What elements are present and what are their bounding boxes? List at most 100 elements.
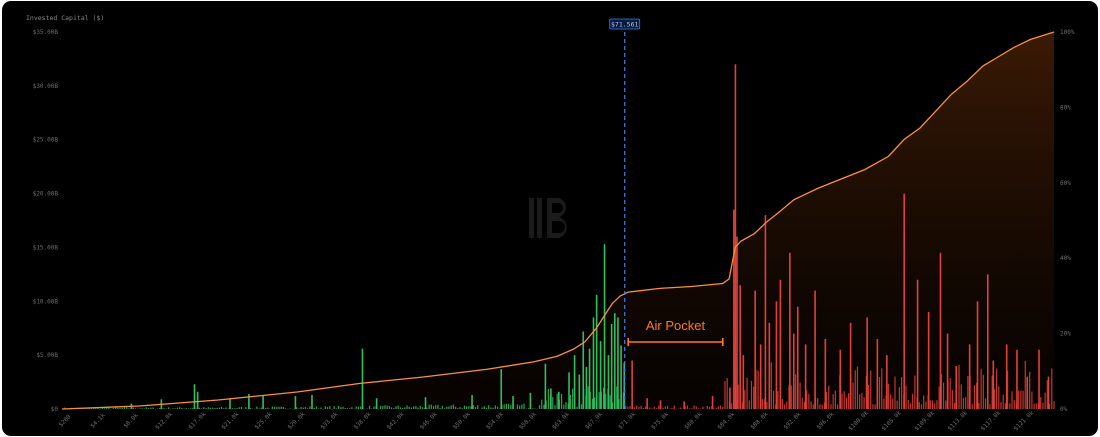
filler-bar	[644, 406, 647, 409]
filler-bar	[240, 407, 243, 409]
filler-bar	[1002, 394, 1004, 409]
filler-bar	[662, 407, 664, 409]
bar-above-price	[1005, 344, 1008, 409]
bar-above-price	[903, 193, 905, 409]
filler-bar	[761, 398, 764, 409]
bar-above-price	[733, 209, 735, 409]
filler-bar	[527, 408, 530, 409]
filler-bar	[132, 407, 134, 409]
filler-bar	[276, 406, 278, 409]
filler-bar	[689, 408, 691, 409]
filler-bar	[1031, 391, 1033, 409]
filler-bar	[280, 406, 282, 409]
bar-above-price	[789, 252, 791, 409]
filler-bar	[1009, 403, 1011, 409]
filler-bar	[267, 407, 269, 409]
x-tick-label: $63.0k	[551, 411, 572, 432]
filler-bar	[708, 406, 711, 409]
bar-above-price	[992, 360, 995, 409]
filler-bar	[185, 408, 187, 409]
filler-bar	[355, 406, 357, 409]
bar-above-price	[986, 274, 989, 409]
bar-above-price	[866, 317, 868, 409]
filler-bar	[936, 400, 938, 409]
filler-bar	[108, 407, 110, 409]
filler-bar	[463, 405, 466, 409]
filler-bar	[225, 407, 227, 409]
filler-bar	[929, 400, 931, 409]
filler-bar	[92, 408, 95, 409]
filler-bar	[313, 407, 315, 409]
filler-bar	[640, 405, 642, 409]
filler-bar	[848, 393, 850, 409]
filler-bar	[402, 408, 404, 409]
filler-bar	[384, 405, 386, 409]
bar-above-price	[1026, 376, 1029, 409]
x-tick-label: $75.0k	[650, 411, 671, 432]
filler-bar	[863, 397, 865, 409]
filler-bar	[825, 392, 828, 409]
filler-bar	[995, 368, 998, 409]
filler-bar	[260, 407, 262, 409]
filler-bar	[666, 405, 669, 409]
bar-below-price	[578, 374, 581, 409]
bar-above-price	[976, 301, 979, 409]
bar-below-price	[544, 363, 547, 409]
x-tick-label: $46.0k	[419, 411, 440, 432]
filler-bar	[627, 406, 629, 409]
filler-bar	[382, 405, 384, 409]
filler-bar	[859, 394, 861, 409]
filler-bar	[368, 405, 371, 409]
filler-bar	[452, 404, 455, 409]
bar-below-price	[375, 398, 378, 409]
bar-above-price	[814, 290, 816, 409]
filler-bar	[552, 397, 554, 409]
filler-bar	[642, 407, 644, 409]
cumulative-line	[61, 31, 1055, 410]
filler-bar	[128, 408, 130, 409]
filler-bar	[801, 397, 803, 409]
x-tick-label: $121.0k	[1012, 409, 1035, 432]
filler-bar	[622, 392, 625, 409]
filler-bar	[1046, 380, 1048, 409]
bar-above-price	[646, 398, 648, 409]
cumulative-curve	[61, 31, 1055, 410]
bar-above-price	[1016, 349, 1018, 409]
filler-bar	[1024, 360, 1026, 409]
bar-below-price	[193, 384, 196, 409]
x-tick-label: $25.0k	[253, 411, 274, 432]
filler-bar	[315, 406, 318, 409]
y-axis-title: Invested Capital ($)	[26, 14, 104, 22]
filler-bar	[638, 406, 640, 409]
filler-bar	[587, 386, 589, 409]
filler-bar	[898, 387, 901, 409]
filler-bar	[468, 406, 470, 409]
filler-bar	[121, 408, 123, 409]
filler-bar	[139, 408, 141, 409]
bar-below-price	[550, 388, 552, 409]
filler-bar	[945, 400, 947, 409]
y-tick-label-left: $5.00B	[36, 352, 58, 359]
filler-bar	[867, 384, 870, 409]
filler-bar	[799, 382, 801, 409]
filler-bar	[962, 398, 965, 409]
filler-bar	[874, 404, 876, 409]
filler-bar	[649, 407, 651, 409]
filler-bar	[448, 406, 450, 409]
bar-below-price	[603, 244, 606, 409]
filler-bar	[1040, 397, 1042, 409]
filler-bar	[494, 405, 496, 409]
filler-bar	[991, 375, 993, 409]
bar-below-price	[196, 391, 199, 409]
filler-bar	[547, 388, 549, 409]
filler-bar	[95, 407, 97, 409]
x-tick-label: $17.0k	[187, 411, 208, 432]
filler-bar	[205, 408, 207, 409]
filler-bar	[706, 405, 708, 409]
filler-bar	[424, 408, 426, 409]
bar-below-price	[361, 348, 364, 409]
x-tick-label: $92.0k	[782, 411, 803, 432]
filler-bar	[1022, 390, 1024, 409]
filler-bar	[516, 404, 519, 409]
filler-bar	[344, 408, 346, 409]
